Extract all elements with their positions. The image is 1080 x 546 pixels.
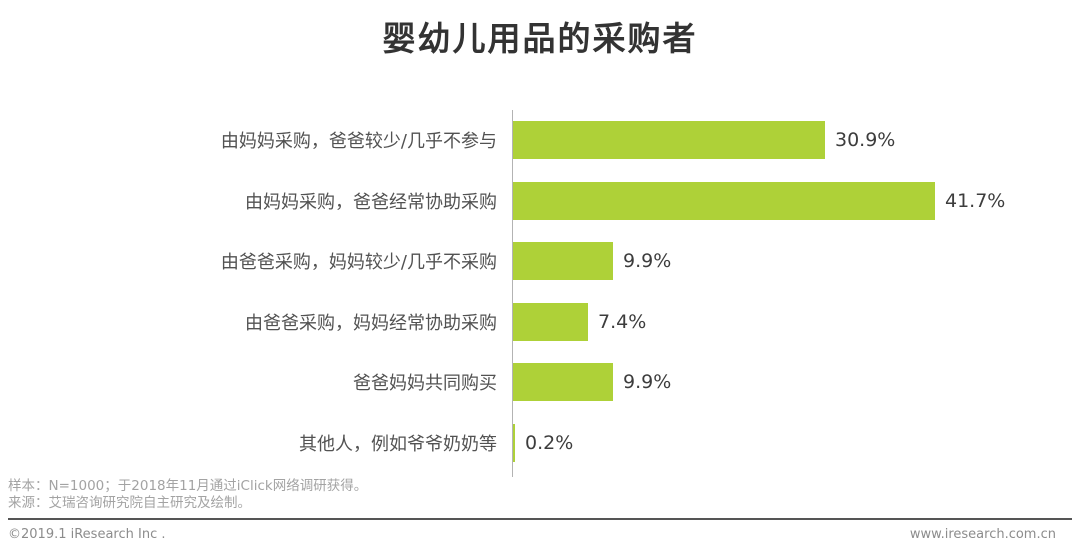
bar-zone: 9.9% xyxy=(512,242,1080,281)
bar xyxy=(513,121,825,160)
bar-zone: 30.9% xyxy=(512,121,1080,160)
category-label: 由妈妈采购，爸爸经常协助采购 xyxy=(245,191,497,213)
bar xyxy=(513,363,613,402)
category-label: 其他人，例如爷爷奶奶等 xyxy=(299,433,497,455)
bar-row: 其他人，例如爷爷奶奶等 0.2% xyxy=(0,413,1080,474)
bar-chart: 由妈妈采购，爸爸较少/几乎不参与 30.9% 由妈妈采购，爸爸经常协助采购 41… xyxy=(0,110,1080,473)
bar-zone: 41.7% xyxy=(512,181,1080,220)
value-label: 0.2% xyxy=(525,431,574,454)
bar-row: 由爸爸采购，妈妈经常协助采购 7.4% xyxy=(0,292,1080,353)
website-text: www.iresearch.com.cn xyxy=(909,527,1056,542)
category-label: 爸爸妈妈共同购买 xyxy=(353,373,497,395)
bar xyxy=(513,181,935,220)
sample-note: 样本：N=1000；于2018年11月通过iClick网络调研获得。 xyxy=(8,478,368,494)
category-label: 由妈妈采购，爸爸较少/几乎不参与 xyxy=(220,131,497,153)
bar xyxy=(513,423,515,462)
bar-zone: 0.2% xyxy=(512,423,1080,462)
chart-title: 婴幼儿用品的采购者 xyxy=(382,19,698,58)
copyright-text: ©2019.1 iResearch Inc . xyxy=(8,527,166,542)
bar-row: 由妈妈采购，爸爸较少/几乎不参与 30.9% xyxy=(0,110,1080,171)
category-label: 由爸爸采购，妈妈较少/几乎不采购 xyxy=(220,252,497,274)
bar xyxy=(513,302,588,341)
value-label: 30.9% xyxy=(835,129,896,152)
value-label: 9.9% xyxy=(623,250,672,273)
value-label: 9.9% xyxy=(623,371,672,394)
bar-row: 由爸爸采购，妈妈较少/几乎不采购 9.9% xyxy=(0,231,1080,292)
footnotes: 样本：N=1000；于2018年11月通过iClick网络调研获得。 来源：艾瑞… xyxy=(8,478,367,512)
bar xyxy=(513,242,613,281)
value-label: 41.7% xyxy=(945,189,1006,212)
category-label: 由爸爸采购，妈妈经常协助采购 xyxy=(245,312,497,334)
bar-zone: 7.4% xyxy=(512,302,1080,341)
bar-row: 爸爸妈妈共同购买 9.9% xyxy=(0,352,1080,413)
bar-row: 由妈妈采购，爸爸经常协助采购 41.7% xyxy=(0,171,1080,232)
axis-baseline xyxy=(512,110,513,477)
value-label: 7.4% xyxy=(598,310,647,333)
source-note: 来源：艾瑞咨询研究院自主研究及绘制。 xyxy=(8,495,251,511)
bar-zone: 9.9% xyxy=(512,363,1080,402)
footer-divider xyxy=(8,518,1072,520)
